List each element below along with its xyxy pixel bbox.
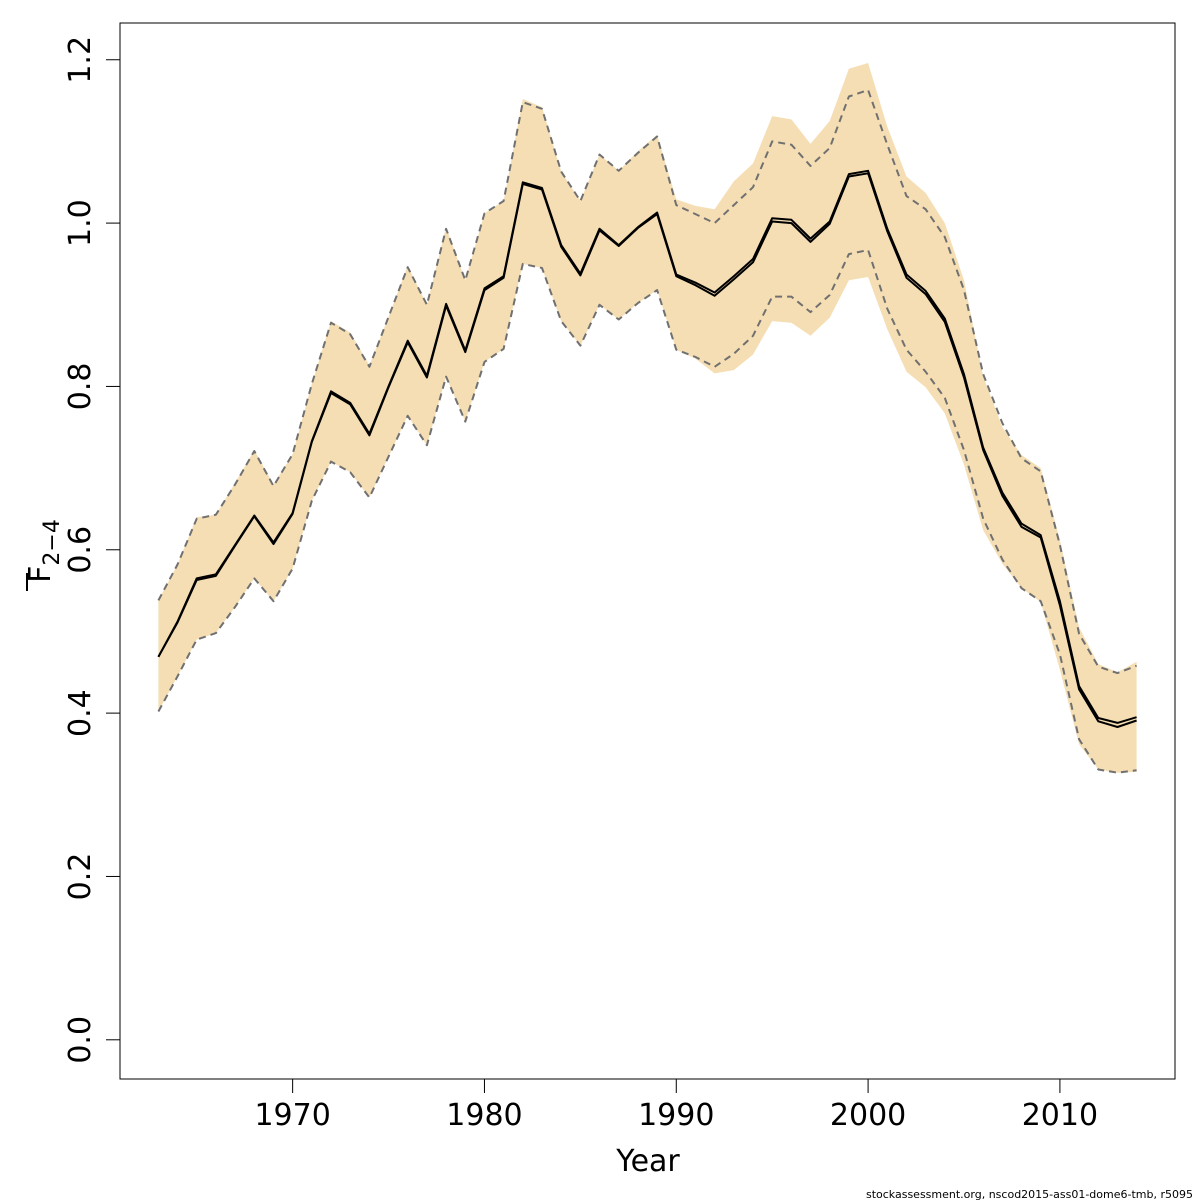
x-tick-label: 1980 [446, 1098, 522, 1133]
lower-ci-line [157, 249, 1137, 774]
estimate-line [157, 169, 1137, 724]
y-tick-label: 0.6 [63, 526, 98, 574]
y-axis: 0.0 0.2 0.4 0.6 0.8 1.0 1.2 [63, 36, 120, 1064]
source-note: stockassessment.org, nscod2015-ass01-dom… [866, 1188, 1193, 1200]
x-tick-label: 2010 [1022, 1098, 1098, 1133]
x-tick-label: 2000 [830, 1098, 906, 1133]
y-axis-title: F2−4 [23, 519, 65, 591]
plot-frame [119, 22, 1176, 1080]
x-tick-label: 1990 [638, 1098, 714, 1133]
y-axis-title-subscript: 2−4 [40, 519, 65, 565]
y-tick-label: 0.8 [63, 363, 98, 411]
y-tick-label: 0.0 [63, 1016, 98, 1064]
x-tick-label: 1970 [254, 1098, 330, 1133]
y-tick-label: 0.4 [63, 689, 98, 737]
upper-ci-line [157, 89, 1137, 675]
x-axis-title: Year [615, 1144, 680, 1179]
y-tick-label: 1.0 [63, 199, 98, 247]
x-axis: 1970 1980 1990 2000 2010 [254, 1079, 1098, 1133]
y-tick-label: 0.2 [63, 853, 98, 901]
series-lines-layer [157, 89, 1137, 774]
y-tick-label: 1.2 [63, 36, 98, 84]
svg-text:F2−4: F2−4 [23, 519, 65, 583]
y-axis-title-main: F [23, 566, 58, 583]
